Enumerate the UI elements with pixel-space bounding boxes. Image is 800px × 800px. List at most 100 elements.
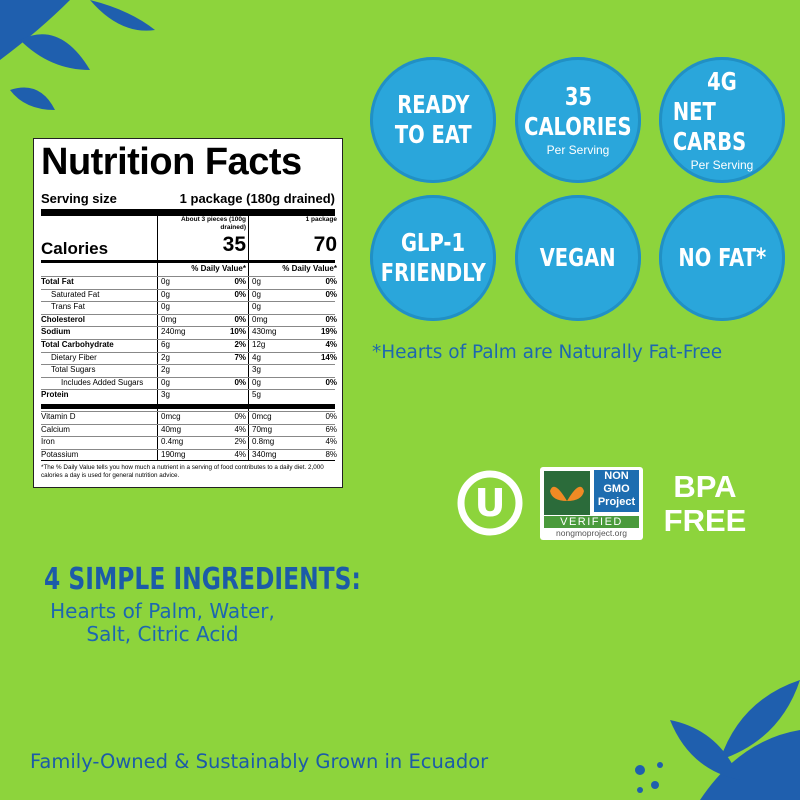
non-gmo-line: Project	[597, 496, 636, 508]
row-line	[41, 411, 335, 412]
badge-line: TO EAT	[394, 120, 472, 149]
nutrient-cell: 0g	[161, 289, 170, 299]
rule	[41, 260, 335, 263]
badge: 35 CALORIES Per Serving	[515, 57, 641, 183]
ingredient-line: Hearts of Palm, Water,	[50, 599, 275, 623]
badge-line: READY	[396, 90, 470, 119]
serving-size: 1 package (180g drained)	[179, 191, 335, 206]
nutrient-cell: 0%	[234, 289, 246, 299]
nutrient-name: Dietary Fiber	[51, 352, 97, 362]
leaves-bottom-right	[635, 680, 800, 800]
row-line	[41, 351, 335, 353]
nutrient-cell: 2%	[234, 437, 246, 447]
leaves-top-left	[0, 0, 155, 110]
nutrient-cell: 0%	[325, 314, 337, 324]
butterfly	[544, 471, 590, 515]
badge: READY TO EAT	[370, 57, 496, 183]
row-line	[41, 364, 335, 366]
nutrient-cell: 4g	[252, 352, 261, 362]
row-line	[41, 276, 335, 277]
nutrient-cell: 8%	[325, 449, 337, 459]
nutrient-cell: 4%	[234, 424, 246, 434]
nutrient-name: Iron	[41, 437, 55, 447]
nutrient-cell: 0g	[161, 377, 170, 387]
nutrient-cell: 4%	[325, 340, 337, 349]
nutrient-cell: 10%	[229, 327, 246, 337]
badge-line: GLP-1	[400, 228, 466, 257]
badge: NO FAT*	[659, 195, 785, 321]
nutrient-cell: 0%	[234, 412, 246, 421]
nutrient-cell: 0g	[252, 277, 261, 286]
row-line	[41, 436, 335, 438]
bpa-line: FREE	[663, 503, 747, 538]
badge-line: NET CARBS	[672, 97, 747, 156]
badge-line: 4G	[707, 67, 737, 96]
nutrient-cell: 0.8mg	[252, 437, 275, 447]
nutrient-cell: 0g	[252, 289, 261, 299]
nutrient-name: Calcium	[41, 424, 70, 434]
badge: GLP-1 FRIENDLY	[370, 195, 496, 321]
nutrient-cell: 0g	[161, 302, 170, 312]
row-line	[41, 313, 335, 315]
badge-line: FRIENDLY	[380, 258, 486, 287]
serving-column: 1 package	[305, 216, 337, 223]
nutrient-name: Trans Fat	[51, 302, 85, 312]
nutrient-name: Total Carbohydrate	[41, 340, 114, 349]
nutrient-cell: 0.4mg	[161, 437, 184, 447]
nutrient-cell: 19%	[320, 327, 337, 337]
label-title: Nutrition Facts	[41, 141, 302, 183]
nutrient-cell: 14%	[320, 352, 337, 362]
ingredient-line: Salt, Citric Acid	[86, 622, 239, 646]
dv-header: % Daily Value*	[191, 264, 246, 273]
badge: VEGAN	[515, 195, 641, 321]
badge-sub: Per Serving	[546, 143, 610, 157]
kosher-logo: U	[457, 470, 523, 536]
bpa-line: BPA	[673, 469, 737, 504]
calories-value: 35	[222, 233, 246, 256]
nutrient-cell: 0mcg	[252, 412, 272, 421]
ingredients-list: Hearts of Palm, Water, Salt, Citric Acid	[20, 600, 305, 646]
nutrient-name: Cholesterol	[41, 314, 86, 324]
label-footnote: *The % Daily Value tells you how much a …	[41, 464, 324, 479]
badge-line: CALORIES	[524, 112, 632, 141]
non-gmo-line: GMO	[603, 483, 630, 495]
nutrient-cell: 4%	[325, 437, 337, 447]
non-gmo-url: nongmoproject.org	[556, 528, 627, 538]
nutrition-label: Nutrition Facts Serving size 1 package (…	[33, 138, 343, 488]
nutrient-cell: 0%	[325, 412, 337, 421]
nutrient-cell: 2g	[161, 365, 170, 375]
nutrient-cell: 0%	[234, 277, 246, 286]
serving-label: Serving size	[41, 191, 117, 206]
nutrient-name: Vitamin D	[41, 412, 76, 421]
nutrient-cell: 7%	[234, 352, 246, 362]
row-line	[41, 339, 335, 340]
row-line	[41, 301, 335, 303]
nutrient-name: Sodium	[41, 327, 71, 337]
rule	[41, 460, 335, 461]
badge-line: VEGAN	[540, 243, 616, 272]
nutrient-name: Potassium	[41, 449, 79, 459]
row-line	[41, 376, 335, 378]
row-line	[41, 288, 335, 290]
bpa-free: BPA FREE	[660, 470, 750, 538]
ingredients-heading: 4 SIMPLE INGREDIENTS:	[44, 562, 361, 597]
row-line	[41, 389, 335, 391]
nutrient-cell: 0mcg	[161, 412, 181, 421]
nutrient-cell: 340mg	[252, 449, 277, 459]
nutrient-cell: 430mg	[252, 327, 277, 337]
nutrient-name: Total Sugars	[51, 365, 96, 375]
nutrient-cell: 0g	[161, 277, 170, 286]
row-line	[41, 326, 335, 328]
nutrient-cell: 0%	[234, 314, 246, 324]
column-divider	[157, 216, 158, 460]
nutrient-cell: 0%	[325, 289, 337, 299]
nutrient-cell: 0%	[234, 377, 246, 387]
calories-label: Calories	[41, 239, 109, 258]
nutrient-cell: 240mg	[161, 327, 186, 337]
calories-value: 70	[313, 233, 337, 256]
kosher-mark: U	[475, 481, 506, 525]
nutrient-cell: 0g	[252, 302, 261, 312]
nutrient-cell: 2g	[161, 352, 170, 362]
